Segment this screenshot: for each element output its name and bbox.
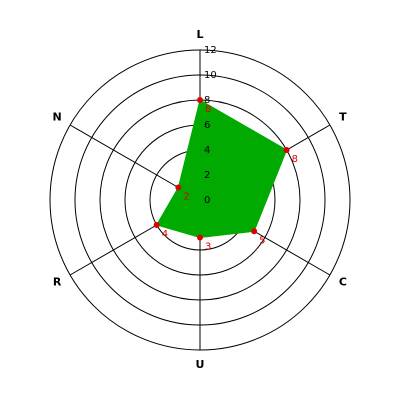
value-label: 8 bbox=[292, 154, 298, 165]
data-point bbox=[283, 147, 290, 153]
tick-label: 0 bbox=[204, 195, 210, 206]
data-point bbox=[175, 184, 182, 191]
tick-label: 2 bbox=[204, 170, 210, 181]
category-label: R bbox=[53, 276, 62, 289]
data-point bbox=[197, 234, 203, 241]
data-point bbox=[251, 228, 258, 235]
tick-label: 4 bbox=[204, 145, 210, 156]
data-point bbox=[153, 222, 160, 228]
category-label: U bbox=[196, 358, 205, 371]
value-label: 3 bbox=[205, 242, 211, 253]
data-point bbox=[197, 97, 203, 103]
value-label: 5 bbox=[259, 235, 265, 246]
value-label: 8 bbox=[205, 104, 211, 115]
tick-label: 6 bbox=[204, 120, 210, 131]
tick-label: 8 bbox=[204, 95, 210, 106]
tick-label: 10 bbox=[204, 70, 217, 81]
category-label: L bbox=[196, 28, 203, 41]
category-label: C bbox=[339, 276, 347, 289]
data-area bbox=[155, 99, 288, 239]
value-label: 4 bbox=[162, 229, 168, 240]
category-label: N bbox=[52, 111, 61, 124]
tick-label: 12 bbox=[204, 45, 217, 56]
category-label: T bbox=[339, 111, 347, 124]
value-label: 2 bbox=[183, 192, 189, 203]
